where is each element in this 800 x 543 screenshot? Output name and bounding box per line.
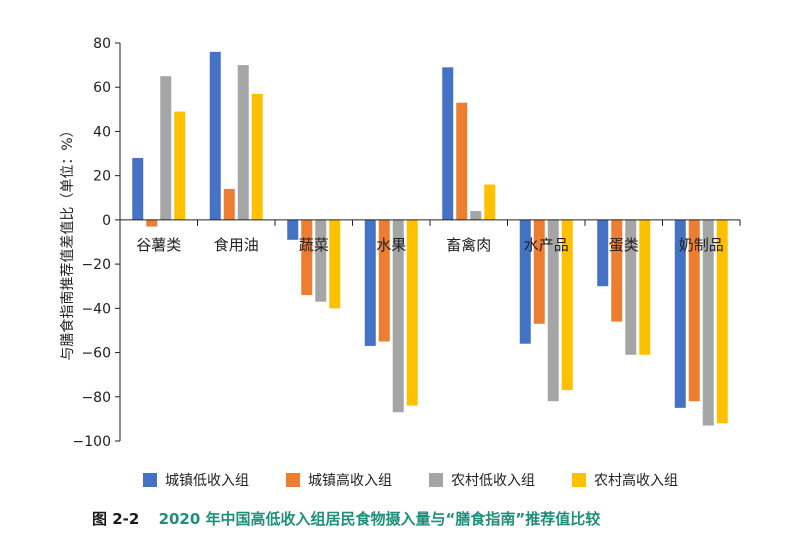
- legend-label: 城镇高收入组: [308, 472, 392, 489]
- bar: [378, 219, 390, 342]
- bar: [132, 157, 144, 220]
- bar: [484, 184, 496, 220]
- bar: [470, 211, 482, 220]
- y-tick-label: −20: [81, 257, 111, 273]
- bar: [702, 219, 714, 426]
- bar: [392, 219, 404, 413]
- category-label: 蛋类: [609, 236, 639, 254]
- legend-swatch: [143, 473, 157, 487]
- bar: [625, 219, 637, 355]
- category-label: 畜禽肉: [446, 236, 491, 254]
- y-tick-label: 20: [93, 169, 111, 185]
- bar: [519, 219, 531, 344]
- y-tick-label: −80: [81, 390, 111, 406]
- y-tick-label: 0: [102, 213, 111, 229]
- figure-caption: 图 2-2 2020 年中国高低收入组居民食物摄入量与“膳食指南”推荐值比较: [92, 508, 600, 529]
- bar: [456, 102, 468, 220]
- bar: [442, 67, 454, 220]
- bar: [716, 219, 728, 424]
- bar: [237, 65, 249, 220]
- category-label: 食用油: [214, 236, 259, 254]
- legend-swatch: [429, 473, 443, 487]
- bar: [533, 219, 545, 324]
- legend-label: 城镇低收入组: [165, 473, 249, 489]
- category-label: 奶制品: [679, 236, 724, 254]
- bar: [688, 219, 700, 402]
- y-tick-label: −40: [81, 301, 111, 317]
- y-tick-label: 60: [93, 80, 111, 96]
- bar: [174, 111, 186, 220]
- bar: [547, 219, 559, 402]
- bar: [611, 219, 623, 322]
- bar: [251, 93, 263, 220]
- legend-label: 农村低收入组: [451, 473, 535, 489]
- figure-number: 图 2-2: [92, 510, 140, 528]
- bar: [597, 219, 609, 287]
- y-tick-label: 40: [93, 124, 111, 140]
- bar: [561, 219, 573, 391]
- bar: [329, 219, 341, 309]
- category-label: 水果: [376, 236, 406, 254]
- bar: [146, 219, 158, 227]
- bar: [364, 219, 376, 346]
- bar: [301, 219, 313, 296]
- category-label: 谷薯类: [136, 236, 181, 254]
- category-label: 水产品: [524, 236, 569, 254]
- legend-label: 农村高收入组: [594, 472, 678, 489]
- bar: [674, 219, 686, 408]
- bar: [406, 219, 418, 406]
- legend-swatch: [286, 473, 300, 487]
- y-tick-label: −100: [73, 434, 111, 450]
- y-tick-label: 80: [93, 36, 111, 52]
- y-tick-label: −60: [81, 346, 111, 362]
- bar: [209, 51, 221, 220]
- figure-title: 2020 年中国高低收入组居民食物摄入量与“膳食指南”推荐值比较: [158, 510, 601, 528]
- bar: [639, 219, 651, 355]
- legend-swatch: [572, 473, 586, 487]
- bar: [223, 188, 235, 220]
- y-axis-label: 与膳食指南推荐值差值比（单位：%）: [59, 123, 76, 360]
- bar: [160, 76, 172, 220]
- bar: [287, 219, 299, 240]
- category-label: 蔬菜: [299, 236, 329, 254]
- bar: [315, 219, 327, 302]
